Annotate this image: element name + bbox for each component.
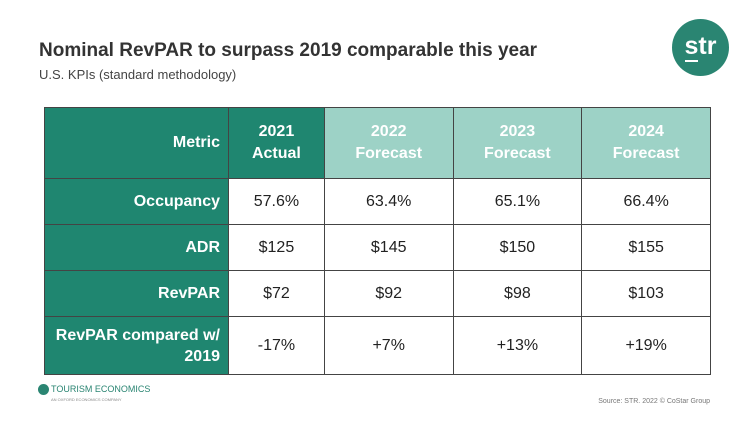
table-cell: $92 [323,270,454,317]
table-cell: $155 [581,224,711,271]
header-type: Forecast [355,145,423,162]
table-cell: +13% [452,316,583,375]
table-cell: $150 [452,224,583,271]
table-row: RevPAR $72 $92 $98 $103 [44,270,711,317]
header-row: Metric 2021 Actual 2022 Forecast 2023 Forec… [44,107,711,179]
partner-tagline: AN OXFORD ECONOMICS COMPANY [51,397,122,402]
page-subtitle: U.S. KPIs (standard methodology) [39,67,237,82]
column-header-2021: 2021 Actual [228,107,325,179]
page-title: Nominal RevPAR to surpass 2019 comparabl… [39,40,538,61]
column-header-2024: 2024 Forecast [581,107,711,179]
table-cell: $103 [581,270,711,317]
table-cell: $125 [228,224,325,271]
tourism-economics-logo: TOURISM ECONOMICS AN OXFORD ECONOMICS COM… [38,384,150,404]
kpi-table: Metric 2021 Actual 2022 Forecast 2023 Forec… [44,107,711,375]
header-year: 2021 [258,123,295,140]
header-year: 2024 [628,123,664,140]
header-type: Actual [251,145,301,162]
table-cell: +19% [581,316,711,375]
row-label: ADR [44,224,229,271]
table-cell: +7% [323,316,454,375]
source-note: Source: STR. 2022 © CoStar Group [598,398,710,405]
table-cell: 63.4% [323,178,454,225]
header-type: Forecast [612,145,680,162]
column-header-2022: 2022 Forecast [323,107,454,179]
table-cell: $98 [452,270,583,317]
column-header-2023: 2023 Forecast [452,107,583,179]
str-logo: str [672,19,729,76]
table-cell: $145 [323,224,454,271]
header-year: 2023 [499,123,536,140]
column-header-metric: Metric [44,107,229,179]
table-cell: 57.6% [228,178,325,225]
header-type: Forecast [484,145,551,162]
table-cell: 65.1% [452,178,583,225]
globe-icon [38,384,49,395]
table-cell: 66.4% [581,178,711,225]
table-row: ADR $125 $145 $150 $155 [44,224,711,271]
row-label: Occupancy [44,178,229,225]
row-label: RevPAR [44,270,229,317]
header-year: 2022 [370,123,407,140]
table-row: Occupancy 57.6% 63.4% 65.1% 66.4% [44,178,711,225]
partner-logo-text: TOURISM ECONOMICS [51,383,151,394]
table-cell: -17% [228,316,325,375]
table-row: RevPAR compared w/ 2019 -17% +7% +13% +1… [44,316,711,375]
row-label: RevPAR compared w/ 2019 [44,316,229,375]
table-cell: $72 [228,270,325,317]
